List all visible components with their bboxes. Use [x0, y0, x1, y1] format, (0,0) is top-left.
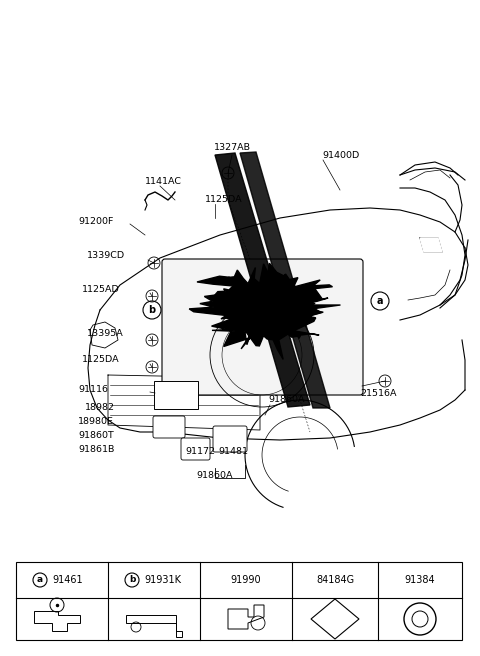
- Polygon shape: [270, 295, 321, 323]
- Text: 91861B: 91861B: [78, 445, 114, 455]
- Text: 91481: 91481: [218, 447, 248, 457]
- Text: 1125DA: 1125DA: [82, 356, 120, 365]
- Text: 91172: 91172: [185, 447, 215, 457]
- Polygon shape: [215, 153, 310, 407]
- Polygon shape: [189, 263, 340, 359]
- Polygon shape: [265, 281, 300, 310]
- Text: 91461: 91461: [52, 575, 83, 585]
- Polygon shape: [240, 152, 330, 408]
- Text: 91990: 91990: [231, 575, 261, 585]
- Polygon shape: [227, 310, 280, 335]
- Polygon shape: [228, 605, 264, 629]
- Text: 84184G: 84184G: [316, 575, 354, 585]
- Polygon shape: [126, 615, 182, 637]
- Polygon shape: [34, 611, 80, 631]
- Text: 91860A: 91860A: [197, 470, 233, 480]
- Text: 1339CD: 1339CD: [87, 251, 125, 260]
- Text: 91200F: 91200F: [78, 216, 113, 226]
- Polygon shape: [215, 284, 257, 318]
- Text: 91860A: 91860A: [268, 396, 304, 405]
- Text: 13395A: 13395A: [87, 329, 124, 337]
- Text: 21516A: 21516A: [360, 388, 396, 398]
- Text: 1125AD: 1125AD: [82, 285, 120, 293]
- Text: 91116: 91116: [78, 386, 108, 394]
- Text: 1141AC: 1141AC: [145, 176, 182, 186]
- Text: 91400D: 91400D: [322, 152, 359, 161]
- Text: b: b: [148, 305, 156, 315]
- Polygon shape: [311, 599, 359, 639]
- Polygon shape: [420, 238, 442, 252]
- FancyBboxPatch shape: [162, 259, 363, 395]
- Text: 18982: 18982: [85, 403, 115, 413]
- FancyBboxPatch shape: [153, 416, 185, 438]
- Text: 91860T: 91860T: [78, 432, 114, 440]
- Text: a: a: [377, 296, 383, 306]
- Text: 91384: 91384: [405, 575, 435, 585]
- FancyBboxPatch shape: [181, 438, 210, 460]
- FancyBboxPatch shape: [213, 426, 247, 452]
- FancyBboxPatch shape: [154, 381, 198, 409]
- Text: 91931K: 91931K: [144, 575, 181, 585]
- Text: 18980E: 18980E: [78, 417, 114, 426]
- Text: a: a: [37, 575, 43, 584]
- Text: b: b: [129, 575, 135, 584]
- Bar: [16, 562, 462, 640]
- Text: 1125DA: 1125DA: [205, 194, 242, 203]
- Text: 1327AB: 1327AB: [214, 144, 251, 152]
